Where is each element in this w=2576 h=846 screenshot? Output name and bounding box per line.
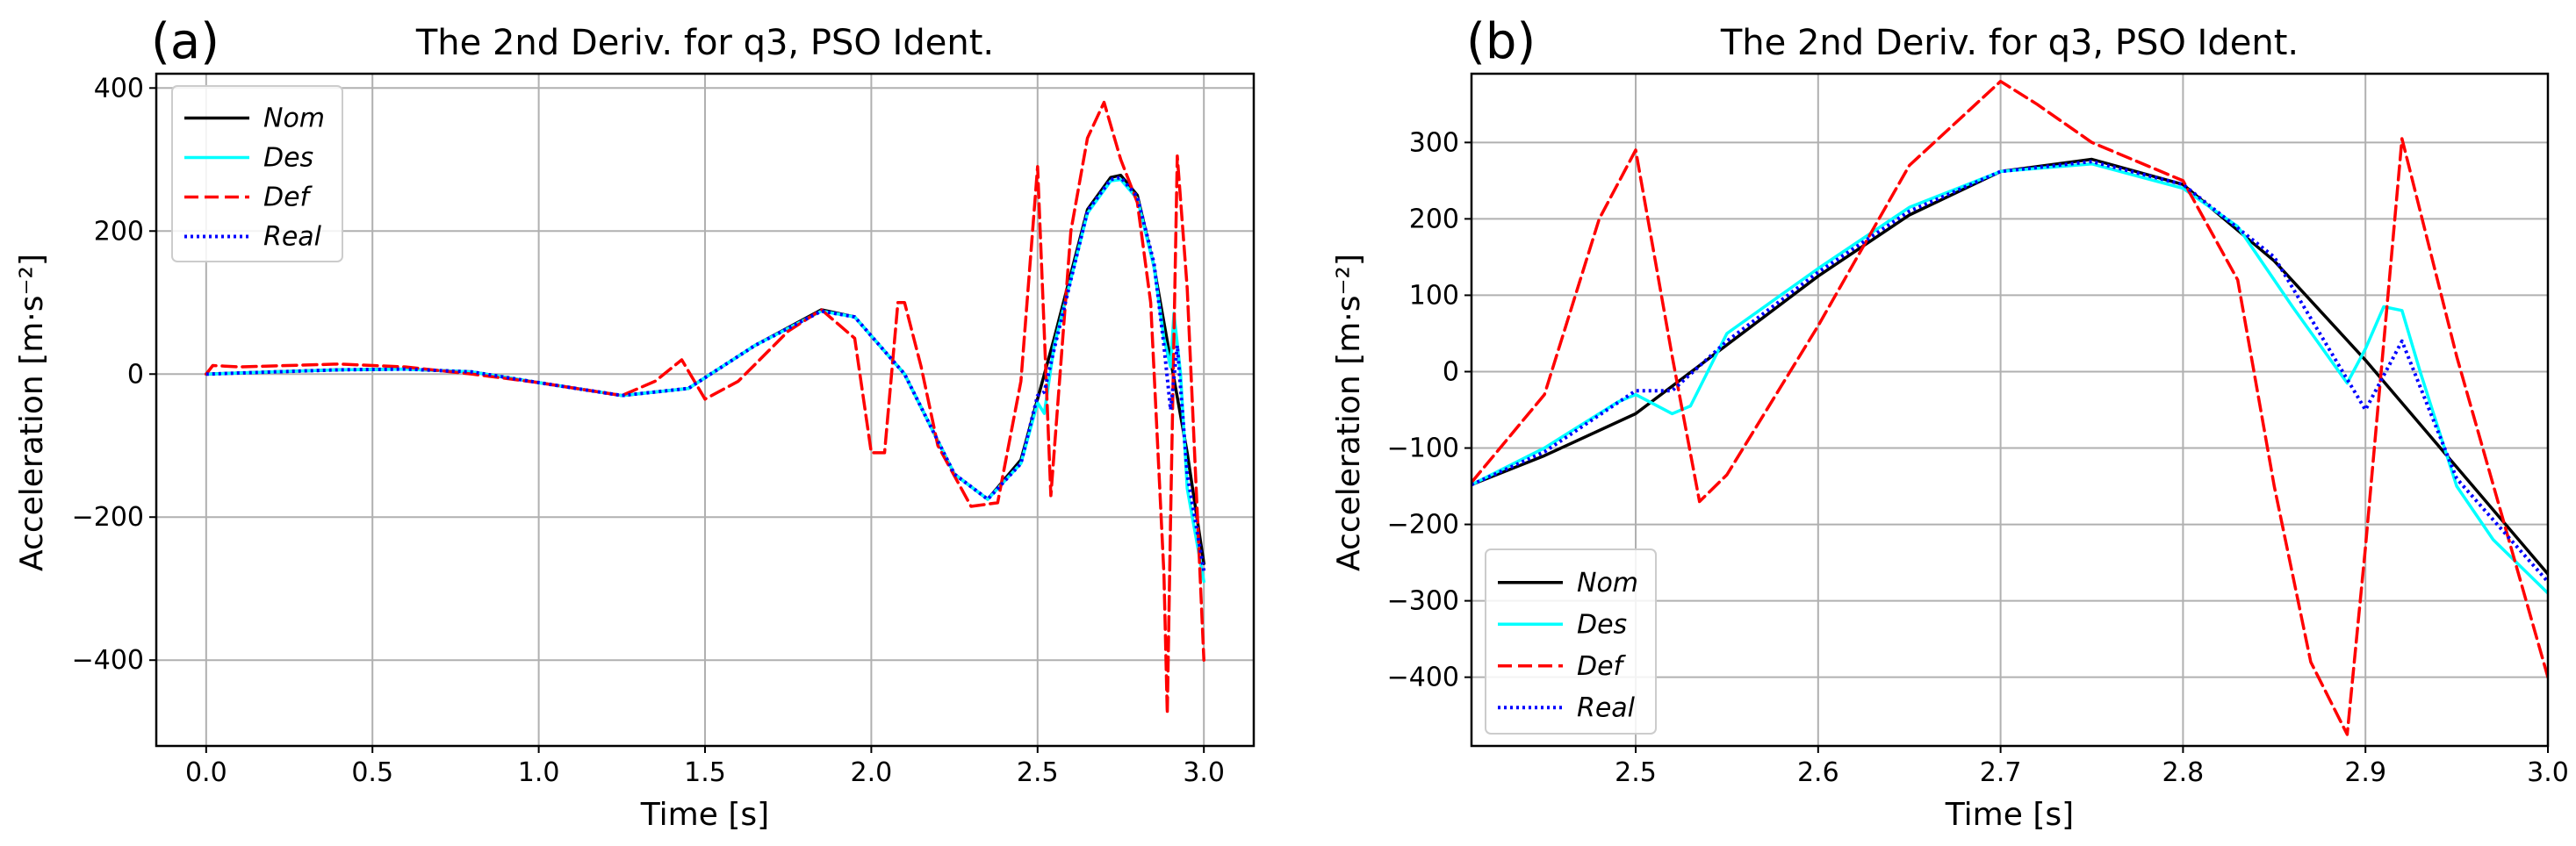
y-tick-label: 100 [1409,280,1459,311]
panel-a-xlabel: Time [s] [640,797,769,833]
panel-a-tag: (a) [151,13,219,70]
y-tick-label: −400 [1387,663,1459,693]
series-line-def [205,100,1205,716]
legend-label-nom: Nom [1577,568,1638,599]
panel-a-frame [155,72,1256,748]
panel-b-frame [1470,72,2550,748]
x-tick-label: 2.0 [851,757,893,788]
y-tick-label: −200 [72,502,144,533]
panel-a-ylabel: Acceleration [m·s⁻²] [14,254,50,571]
y-tick-label: 200 [1409,204,1459,234]
y-tick-label: −200 [1387,510,1459,541]
x-tick-label: 2.9 [2344,757,2386,788]
x-tick-label: 2.7 [1980,757,2022,788]
x-tick-label: 2.8 [2162,757,2205,788]
x-tick-label: 0.0 [185,757,227,788]
series-line-def [1471,79,2548,736]
legend-label-real: Real [263,222,322,253]
legend-label-def: Def [263,183,313,213]
x-tick-label: 1.5 [684,757,726,788]
legend-label-des: Des [1577,609,1627,640]
panel-b-plot: 2.5 2.6 2.7 2.8 2.9 3.0 −400 −300 −200 −100 0 100 20… [1387,72,2569,788]
x-tick-label: 2.5 [1017,757,1059,788]
x-tick-label: 3.0 [1183,757,1225,788]
legend-box [171,85,343,262]
legend-label-des: Des [263,143,313,174]
panel-b-tag: (b) [1466,13,1536,70]
panel-a-plot: 0.0 0.5 1.0 1.5 2.0 2.5 3.0 −400 −200 0 200 400 Nom D… [72,72,1256,788]
panel-b-title: The 2nd Deriv. for q3, PSO Ident. [1720,23,2299,63]
legend-box [1485,548,1657,735]
legend-label-nom: Nom [263,104,325,134]
series-line-des [1471,161,2548,595]
x-tick-label: 3.0 [2527,757,2569,788]
y-tick-label: −300 [1387,586,1459,617]
legend-label-def: Def [1577,651,1627,682]
panel-b-ylabel: Acceleration [m·s⁻²] [1331,254,1367,571]
panel-a-title: The 2nd Deriv. for q3, PSO Ident. [415,23,994,63]
x-tick-label: 1.0 [518,757,560,788]
y-tick-label: 400 [94,73,144,104]
y-tick-label: 0 [127,359,144,390]
x-tick-label: 0.5 [351,757,393,788]
panel-b-xlabel: Time [s] [1945,797,2074,833]
series-line-real [1471,160,2548,584]
x-tick-label: 2.5 [1615,757,1657,788]
x-tick-label: 2.6 [1797,757,1839,788]
y-tick-label: 300 [1409,127,1459,158]
y-tick-label: 0 [1443,356,1459,387]
y-tick-label: −400 [72,645,144,676]
y-tick-label: −100 [1387,434,1459,464]
legend-label-real: Real [1577,692,1636,723]
y-tick-label: 200 [94,216,144,247]
